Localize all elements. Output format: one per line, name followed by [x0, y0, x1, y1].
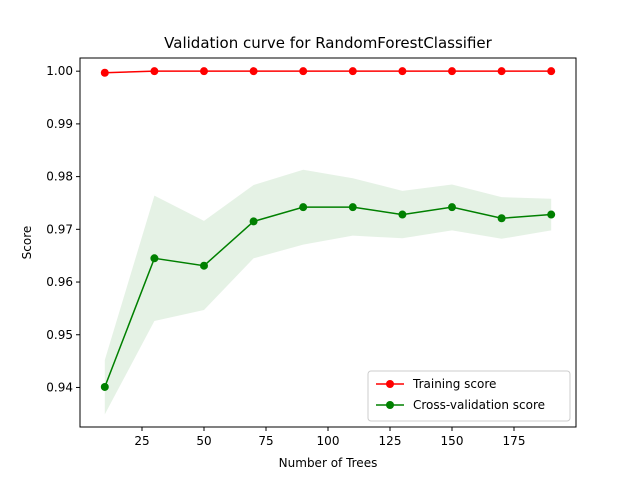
legend-label-0: Training score: [412, 377, 496, 391]
legend-label-1: Cross-validation score: [413, 398, 545, 412]
data-point-series-1-0: [100, 382, 109, 391]
data-point-series-0-1: [150, 67, 159, 76]
y-tick-label-4: 0.98: [46, 170, 73, 184]
x-tick-label-4: 125: [379, 434, 402, 448]
data-point-series-1-4: [299, 203, 308, 212]
plot-area: [100, 67, 556, 415]
y-tick-label-0: 0.94: [46, 380, 73, 394]
y-axis-label: Score: [20, 226, 34, 260]
x-tick-label-1: 50: [196, 434, 211, 448]
y-tick-label-1: 0.95: [46, 328, 73, 342]
x-tick-label-5: 150: [441, 434, 464, 448]
confidence-band-series-1: [104, 169, 552, 415]
data-point-series-1-5: [348, 203, 357, 212]
y-tick-label-5: 0.99: [46, 117, 73, 131]
x-tick-label-6: 175: [503, 434, 526, 448]
legend-marker-1: [386, 401, 394, 409]
data-point-series-0-5: [348, 67, 357, 76]
data-point-series-1-3: [249, 217, 258, 226]
data-point-series-1-6: [398, 210, 407, 219]
x-tick-label-0: 25: [134, 434, 149, 448]
y-tick-label-2: 0.96: [46, 275, 73, 289]
data-point-series-0-6: [398, 67, 407, 76]
x-axis-label: Number of Trees: [279, 456, 378, 470]
series-line-0: [104, 70, 552, 74]
data-point-series-1-9: [547, 210, 556, 219]
data-point-series-0-0: [100, 68, 109, 77]
x-tick-label-3: 100: [317, 434, 340, 448]
data-point-series-0-8: [497, 67, 506, 76]
data-point-series-0-2: [200, 67, 208, 76]
axis-ticks: 25 50 75 100 125 150 175 0.94 0.95 0.96 0.97 0.98 0.…: [46, 64, 525, 448]
legend-marker-0: [386, 380, 394, 388]
data-point-series-0-4: [299, 67, 308, 76]
x-tick-label-2: 75: [258, 434, 273, 448]
legend-box: [367, 370, 571, 422]
data-point-series-0-3: [249, 67, 258, 76]
data-point-series-0-7: [448, 67, 456, 76]
data-point-series-0-9: [547, 67, 556, 76]
data-point-series-1-7: [448, 203, 456, 212]
data-point-series-1-1: [150, 254, 159, 263]
data-point-series-1-2: [200, 261, 208, 270]
data-point-series-1-8: [497, 214, 506, 223]
series-line-1: [104, 206, 552, 388]
legend: Training score Cross-validation score: [367, 370, 571, 422]
y-tick-label-3: 0.97: [46, 222, 73, 236]
y-tick-label-6: 1.00: [46, 64, 73, 78]
chart-title: Validation curve for RandomForestClassif…: [164, 34, 492, 52]
